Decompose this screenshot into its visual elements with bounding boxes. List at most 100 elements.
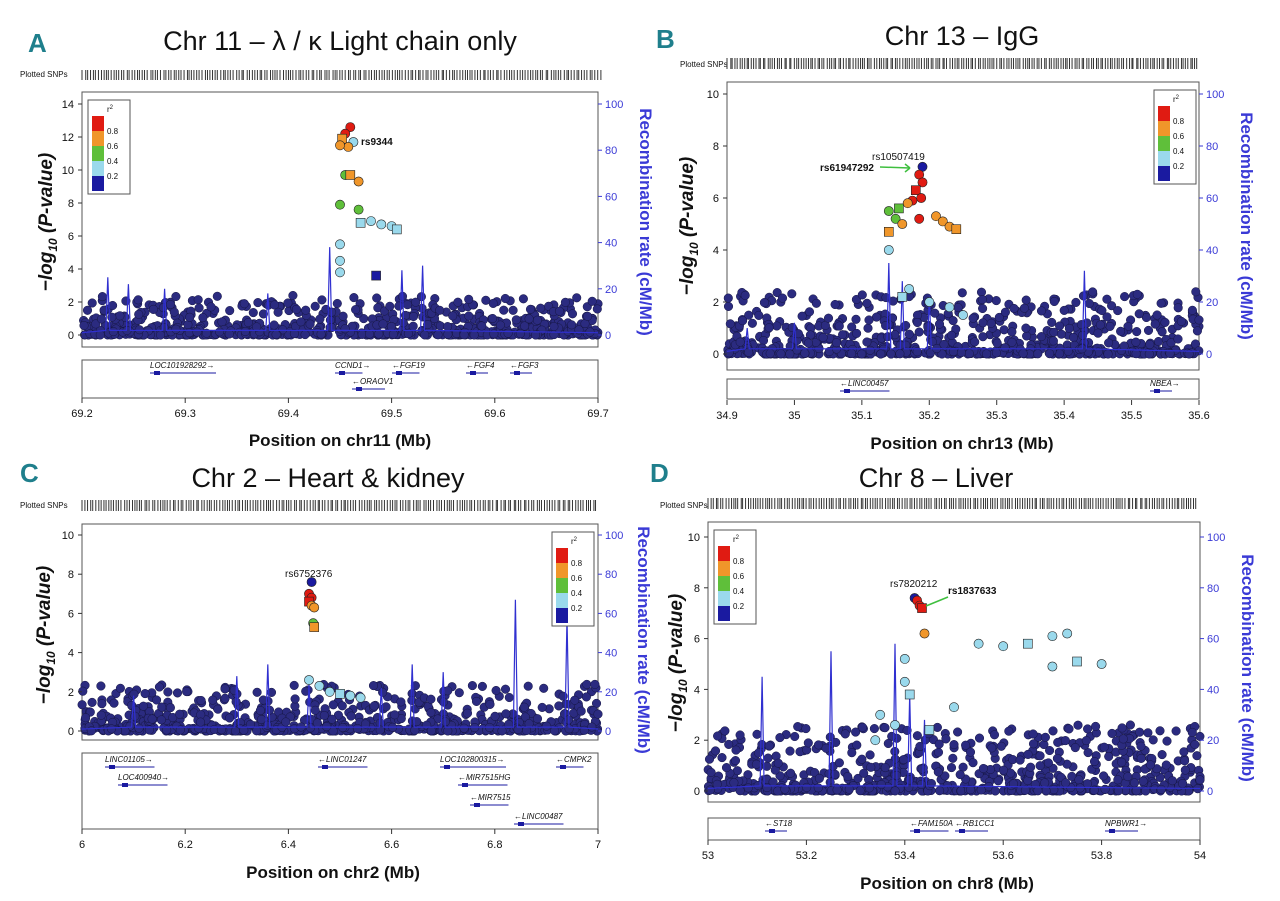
snp-point [1104,338,1114,348]
snp-point [813,740,824,750]
snp-point [1019,303,1029,313]
recomb-tick-label: 60 [605,608,617,620]
gene-exon [914,829,920,833]
snp-point [1045,349,1055,359]
snp-point [1173,334,1183,344]
snp-point [852,740,862,750]
snp-point [78,686,88,696]
snp-point [1187,305,1197,315]
snp-point [271,329,281,340]
y-label-sub: 10 [687,242,701,256]
y-tick-label: 8 [68,198,74,210]
legend-swatch [718,606,730,621]
plotted-snps-strip [81,70,602,80]
recomb-tick-label: 100 [1207,532,1225,544]
snp-point [459,330,469,340]
ld-snp-point [897,219,908,229]
snp-point [1117,757,1127,767]
ld-snp-point [883,206,894,216]
snp-point [239,299,249,309]
ld-snp-point [335,255,345,266]
recomb-axis-label: Recombination rate (cM/Mb) [1237,112,1256,340]
snp-point [215,327,225,337]
snp-point [713,731,723,741]
snp-point [989,730,1000,740]
snp-point [1156,784,1166,794]
snp-point [332,298,342,309]
x-tick-label: 53.6 [992,850,1013,862]
snp-point [1052,753,1062,763]
snp-point [880,763,890,773]
ld-snp-point [897,291,908,302]
snp-point [1059,305,1069,315]
snp-point [1035,761,1045,771]
snp-point [1113,306,1123,316]
snp-point [1081,736,1091,746]
snp-point [443,686,453,696]
snp-point [785,746,795,756]
snp-point [1036,306,1047,316]
snp-point [743,783,753,793]
snp-point [968,313,978,323]
snp-point [490,711,500,721]
ld-snp-point [335,688,345,699]
snp-point [532,315,542,325]
snp-point [1102,294,1112,304]
snp-point [433,330,443,340]
snp-point [1153,336,1164,347]
snp-point [1089,756,1100,767]
recomb-axis: 0 20 40 60 80 100 [598,530,623,738]
x-tick-label: 35.1 [851,410,872,422]
recomb-tick-label: 40 [1207,684,1219,696]
snp-point [364,329,375,339]
snp-point [1028,729,1038,739]
snp-point [134,325,144,335]
snp-point [865,345,875,355]
snp-point [524,314,534,324]
ld-snp-point [1047,631,1058,641]
y-axis: 0 2 4 6 8 10 [688,532,708,798]
y-axis-label: −log10 (P-value) [666,594,690,733]
recomb-tick-label: 60 [605,191,617,203]
snp-point [776,349,786,359]
snp-point [134,309,144,319]
y-tick-label: 10 [688,532,700,544]
snp-point [797,311,807,321]
snp-point [917,764,927,774]
snp-point [467,681,477,691]
snp-point [289,680,299,690]
snp-point [1173,303,1183,313]
snp-point [935,786,945,796]
ld-snp-point [343,141,354,152]
snp-point [169,307,179,317]
y-label-minus: − [677,284,698,295]
snp-point [108,300,118,311]
snp-point [108,327,118,337]
ld-snp-point [902,198,913,209]
snp-point [581,692,591,702]
legend-swatch [556,578,568,593]
snp-point [1007,337,1017,347]
snp-point [567,309,578,319]
legend-swatch [556,548,568,563]
snp-arrow [879,166,911,169]
ld-snp-point [919,628,930,639]
snp-point [1178,778,1188,789]
plotted-snps-strip [726,58,1198,69]
snp-point [352,723,362,734]
ld-snp-point [973,638,984,649]
snp-point [786,768,796,778]
snp-point [592,304,602,314]
snp-point [147,714,157,724]
ld-snp-point [899,654,910,664]
gene-label: ←FGF19 [392,361,425,370]
panel-letter: C [20,458,39,488]
recomb-axis: 0 20 40 60 80 100 [1200,532,1225,798]
snp-point [934,319,945,329]
snp-point [869,724,879,734]
snp-point [511,315,521,325]
snp-point [438,697,449,707]
snp-point [1018,348,1028,358]
snp-point [1187,727,1197,737]
ld-snp-point [335,199,345,210]
